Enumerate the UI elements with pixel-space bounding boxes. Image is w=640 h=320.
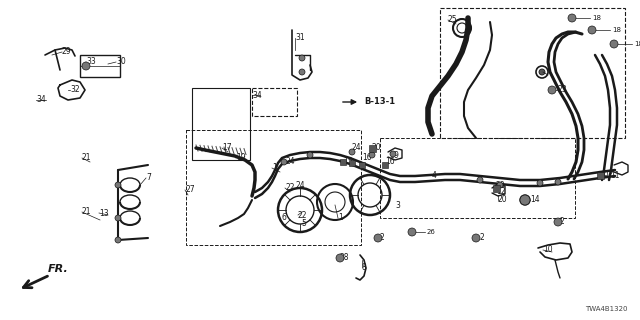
Text: 2: 2 xyxy=(380,234,385,243)
Text: 22: 22 xyxy=(298,211,307,220)
Text: 9: 9 xyxy=(393,150,398,159)
Text: 4: 4 xyxy=(432,171,437,180)
Bar xyxy=(340,159,346,165)
Bar xyxy=(493,185,499,191)
Text: 20: 20 xyxy=(372,143,381,153)
Bar xyxy=(349,160,355,166)
Text: 14: 14 xyxy=(530,196,540,204)
Text: 20: 20 xyxy=(496,180,506,189)
Text: FR.: FR. xyxy=(48,264,68,274)
Circle shape xyxy=(555,179,561,185)
Text: 10: 10 xyxy=(543,245,552,254)
Circle shape xyxy=(537,180,543,186)
Circle shape xyxy=(369,152,375,158)
Bar xyxy=(359,162,365,168)
Bar xyxy=(192,88,250,160)
Text: 24: 24 xyxy=(286,157,296,166)
Text: 29: 29 xyxy=(62,47,72,57)
Text: B-13-1: B-13-1 xyxy=(364,98,395,107)
Text: 1: 1 xyxy=(272,164,276,172)
Circle shape xyxy=(82,62,90,70)
Text: 20: 20 xyxy=(498,196,508,204)
Circle shape xyxy=(568,14,576,22)
Text: 23: 23 xyxy=(558,85,568,94)
Circle shape xyxy=(115,237,121,243)
Text: 26: 26 xyxy=(427,229,436,235)
Text: 11: 11 xyxy=(610,171,620,180)
Text: 18: 18 xyxy=(612,27,621,33)
Text: 13: 13 xyxy=(99,209,109,218)
Bar xyxy=(186,130,361,245)
Circle shape xyxy=(281,159,287,165)
Text: 6: 6 xyxy=(282,213,287,222)
Text: 27: 27 xyxy=(185,186,195,195)
Bar xyxy=(252,88,297,116)
Text: 34: 34 xyxy=(252,91,262,100)
Text: 17: 17 xyxy=(222,143,232,153)
Circle shape xyxy=(477,177,483,183)
Text: 8: 8 xyxy=(362,262,367,271)
Bar xyxy=(596,172,604,179)
Bar xyxy=(440,8,625,138)
Text: 2: 2 xyxy=(480,234,484,243)
Circle shape xyxy=(336,254,344,262)
Text: 3: 3 xyxy=(395,202,400,211)
Circle shape xyxy=(610,40,618,48)
Circle shape xyxy=(548,86,556,94)
Text: 2: 2 xyxy=(560,218,564,227)
Text: 30: 30 xyxy=(116,58,125,67)
Text: 22: 22 xyxy=(285,183,294,193)
Text: 7: 7 xyxy=(146,173,151,182)
Text: 21: 21 xyxy=(82,207,92,217)
Text: 15: 15 xyxy=(343,157,353,166)
Text: 24: 24 xyxy=(295,180,305,189)
Circle shape xyxy=(472,234,480,242)
Bar xyxy=(80,55,120,77)
Text: TWA4B1320: TWA4B1320 xyxy=(586,306,628,312)
Circle shape xyxy=(497,182,503,188)
Text: 12: 12 xyxy=(496,188,506,196)
Text: 16: 16 xyxy=(362,154,372,163)
Text: 5: 5 xyxy=(301,220,306,228)
Circle shape xyxy=(349,149,355,155)
Text: 16: 16 xyxy=(385,157,395,166)
Text: 25: 25 xyxy=(448,15,458,25)
Bar xyxy=(380,138,575,218)
Circle shape xyxy=(115,182,121,188)
Circle shape xyxy=(115,215,121,221)
Circle shape xyxy=(299,69,305,75)
Text: 21: 21 xyxy=(82,154,92,163)
Text: 18: 18 xyxy=(592,15,601,21)
Circle shape xyxy=(539,69,545,75)
Circle shape xyxy=(588,26,596,34)
Circle shape xyxy=(554,218,562,226)
Text: 20: 20 xyxy=(600,171,610,180)
Text: 33: 33 xyxy=(86,58,96,67)
Text: 19: 19 xyxy=(236,154,246,163)
Circle shape xyxy=(374,234,382,242)
Text: 1: 1 xyxy=(338,213,343,222)
Text: 18: 18 xyxy=(634,41,640,47)
Text: 31: 31 xyxy=(295,34,305,43)
Circle shape xyxy=(307,152,313,158)
Text: 28: 28 xyxy=(340,253,349,262)
Text: 32: 32 xyxy=(70,85,79,94)
Circle shape xyxy=(299,55,305,61)
Circle shape xyxy=(408,228,416,236)
Bar xyxy=(382,162,388,168)
Circle shape xyxy=(390,151,396,157)
Circle shape xyxy=(520,195,530,205)
Bar xyxy=(369,145,376,151)
Text: 24: 24 xyxy=(352,143,362,153)
Text: 34: 34 xyxy=(36,95,45,105)
